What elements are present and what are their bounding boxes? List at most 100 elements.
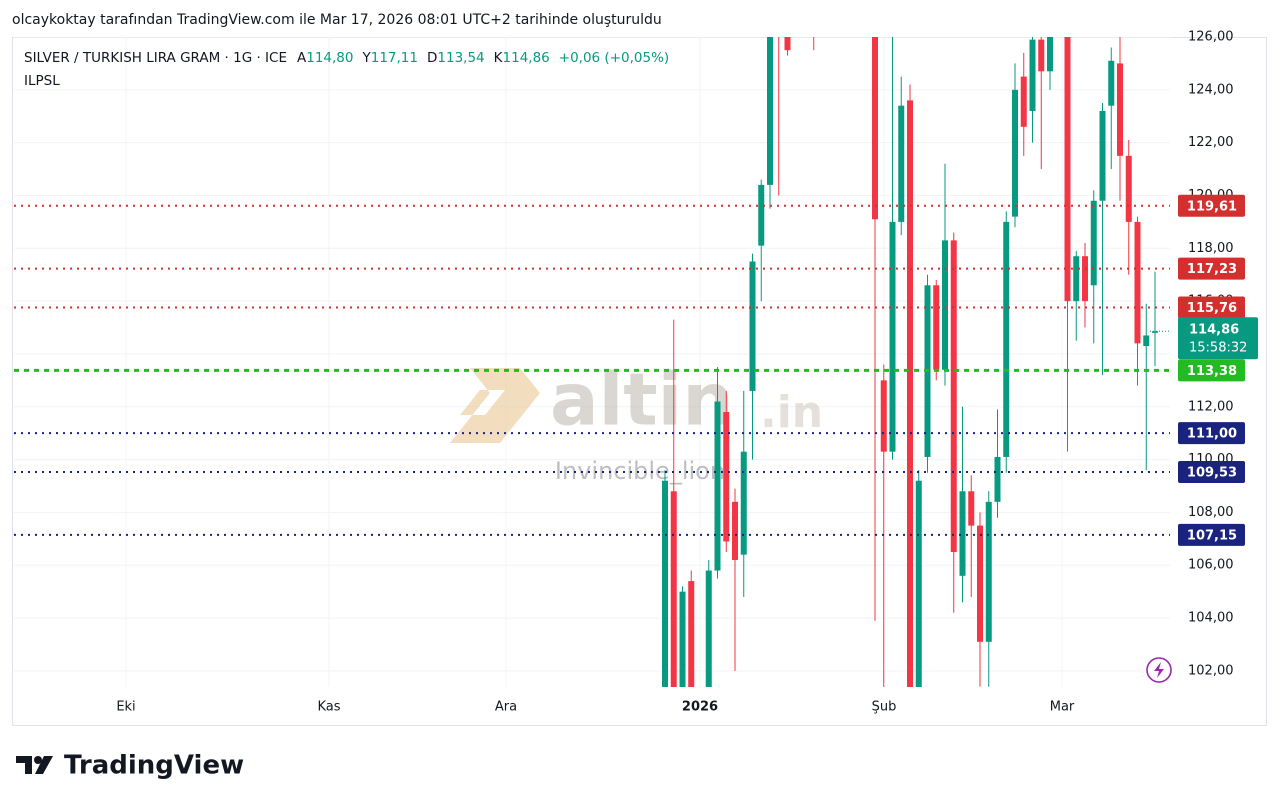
- candle-body: [767, 37, 773, 185]
- level-label: 109,53: [1187, 466, 1237, 481]
- candle-body: [811, 11, 817, 16]
- candle-body: [942, 240, 948, 370]
- footer-logo-text: TradingView: [64, 751, 244, 781]
- level-label: 117,23: [1187, 262, 1237, 277]
- candle-body: [985, 501, 992, 642]
- candle-body: [1143, 335, 1150, 347]
- candle-body: [915, 480, 922, 687]
- candle-body: [740, 451, 747, 555]
- watermark: altin .in Invincible_lion: [450, 358, 823, 485]
- level-label-box: [1178, 523, 1245, 546]
- candle-body: [1108, 60, 1115, 106]
- ohlc-letter: D: [427, 50, 437, 66]
- ohlc-value: 117,11: [371, 50, 418, 66]
- candle-body: [950, 240, 957, 553]
- x-tick-label: Şub: [872, 700, 897, 715]
- level-label: 111,00: [1187, 427, 1237, 442]
- level-label-box: [1178, 194, 1245, 217]
- level-label: 119,61: [1187, 199, 1237, 214]
- y-tick-label: 124,00: [1188, 82, 1234, 97]
- candle-body: [1047, 37, 1053, 72]
- candle-body: [1125, 155, 1132, 222]
- candle-body: [714, 401, 721, 571]
- ohlc-letter: A: [297, 50, 307, 66]
- level-label: 107,15: [1187, 528, 1237, 543]
- alert-bolt: [1154, 662, 1164, 678]
- candle-body: [1064, 37, 1071, 302]
- overlay: Eki Kas Ara 2026 Şub Mar 119,61 117,23 115,76 113…: [24, 50, 1258, 715]
- last-price-countdown: 15:58:32: [1189, 341, 1247, 356]
- y-tick-label: 122,00: [1188, 135, 1234, 150]
- x-tick-label: 2026: [682, 700, 718, 715]
- candle-body: [959, 491, 966, 576]
- level-label: 115,76: [1187, 301, 1237, 316]
- footer-logo: TradingView: [16, 751, 244, 781]
- candle-body: [662, 480, 668, 687]
- candle-body: [1082, 256, 1088, 302]
- level-label-box: [1178, 257, 1245, 280]
- candle-body: [1029, 39, 1036, 111]
- watermark-logo: [450, 368, 540, 443]
- candle-body: [723, 412, 730, 542]
- candle-body: [968, 491, 975, 526]
- candle-body: [670, 491, 677, 687]
- last-price-box: [1178, 317, 1258, 360]
- candle-body: [679, 591, 686, 687]
- y-tick-label: 104,00: [1188, 611, 1234, 626]
- caption: olcaykoktay tarafından TradingView.com i…: [12, 12, 662, 28]
- x-tick-label: Kas: [317, 700, 340, 715]
- chart-title: SILVER / TURKISH LIRA GRAM · 1G · ICE A11…: [24, 50, 669, 66]
- candle-body: [994, 456, 1001, 502]
- y-tick-label: 112,00: [1188, 399, 1234, 414]
- candle-body: [907, 100, 913, 687]
- ohlc-value: 114,80: [306, 50, 353, 66]
- candle-body: [1117, 63, 1123, 156]
- level-label: 113,38: [1187, 364, 1237, 379]
- candle-body: [1090, 200, 1097, 286]
- candle-body: [749, 261, 756, 391]
- candle-body: [1020, 76, 1027, 127]
- candle-body: [889, 221, 896, 452]
- level-label-box: [1178, 422, 1245, 445]
- watermark-brand: altin: [550, 358, 734, 442]
- candle-body: [1099, 110, 1106, 201]
- y-tick-label: 126,00: [1188, 30, 1234, 45]
- candle-body: [688, 581, 695, 687]
- ohlc-letter: K: [494, 50, 504, 66]
- candle-body: [880, 380, 887, 452]
- chart-subtitle: ILPSL: [24, 73, 60, 89]
- candle-body: [1012, 89, 1018, 217]
- last-price-label: 114,86: [1189, 323, 1239, 338]
- level-label-box: [1178, 461, 1245, 484]
- plot-area: altin .in Invincible_lion: [14, 11, 1170, 687]
- candle-body: [758, 184, 765, 246]
- candle-body: [784, 37, 791, 51]
- level-label-box: [1178, 296, 1245, 319]
- candle-body: [1073, 256, 1080, 302]
- y-tick-label: 118,00: [1188, 241, 1234, 256]
- x-tick-label: Eki: [116, 700, 135, 715]
- change: +0,06 (+0,05%): [559, 50, 669, 66]
- candle-body: [705, 570, 712, 687]
- x-tick-label: Ara: [495, 700, 517, 715]
- watermark-user: Invincible_lion: [555, 457, 725, 485]
- title: SILVER / TURKISH LIRA GRAM · 1G · ICE: [24, 50, 287, 66]
- candle-body: [872, 37, 878, 220]
- candle-body: [977, 525, 983, 642]
- ohlc-letter: Y: [362, 50, 372, 66]
- y-tick-label: 102,00: [1188, 663, 1234, 678]
- candle-body: [1038, 39, 1045, 72]
- candle-body: [776, 11, 782, 24]
- candle-body: [1003, 221, 1010, 457]
- ohlc-value: 113,54: [437, 50, 484, 66]
- x-tick-label: Mar: [1050, 700, 1075, 715]
- candle-body: [898, 105, 905, 222]
- candle-body: [933, 285, 940, 370]
- ohlc-value: 114,86: [503, 50, 550, 66]
- watermark-domain: .in: [760, 387, 823, 438]
- candle-body: [1134, 221, 1141, 344]
- candle-body: [732, 501, 738, 560]
- level-label-box: [1178, 359, 1245, 382]
- y-tick-label: 108,00: [1188, 505, 1234, 520]
